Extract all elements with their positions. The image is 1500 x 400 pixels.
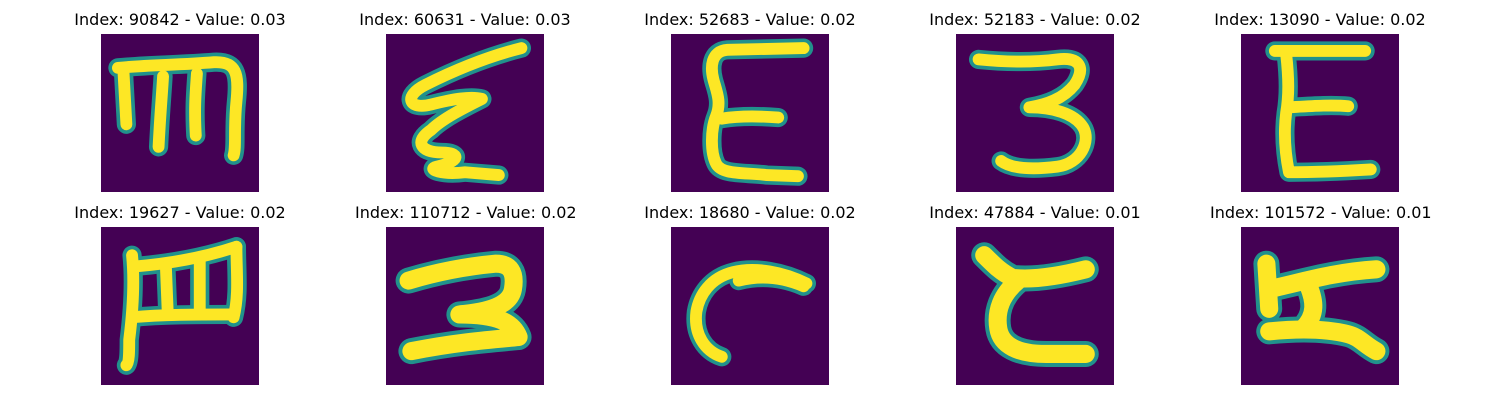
- glyph-image: [101, 34, 259, 192]
- glyph-image: [386, 34, 544, 192]
- glyph-strokes: [975, 246, 1095, 363]
- panel-title: Index: 18680 - Value: 0.02: [644, 203, 856, 222]
- glyph-image: [956, 227, 1114, 385]
- glyph-strokes: [1268, 45, 1377, 179]
- image-panel: Index: 52683 - Value: 0.02: [640, 10, 860, 200]
- image-panel: Index: 110712 - Value: 0.02: [355, 203, 577, 393]
- panel-title: Index: 19627 - Value: 0.02: [74, 203, 286, 222]
- image-panel: Index: 18680 - Value: 0.02: [640, 203, 860, 393]
- panel-title: Index: 47884 - Value: 0.01: [929, 203, 1141, 222]
- image-panel: Index: 101572 - Value: 0.01: [1210, 203, 1432, 393]
- glyph-image: [956, 34, 1114, 192]
- glyph-strokes: [1257, 254, 1386, 361]
- glyph-strokes: [120, 240, 244, 372]
- panel-title: Index: 60631 - Value: 0.03: [359, 10, 571, 29]
- panel-title: Index: 90842 - Value: 0.03: [74, 10, 286, 29]
- glyph-image: [671, 34, 829, 192]
- image-panel: Index: 13090 - Value: 0.02: [1210, 10, 1430, 200]
- glyph-image: [1241, 34, 1399, 192]
- image-panel: Index: 19627 - Value: 0.02: [70, 203, 290, 393]
- image-panel: Index: 60631 - Value: 0.03: [355, 10, 575, 200]
- glyph-image: [1241, 227, 1399, 385]
- glyph-image: [101, 227, 259, 385]
- glyph-strokes: [405, 42, 528, 181]
- panel-title: Index: 110712 - Value: 0.02: [355, 203, 577, 222]
- glyph-strokes: [705, 42, 810, 183]
- panel-title: Index: 52683 - Value: 0.02: [644, 10, 856, 29]
- glyph-strokes: [399, 254, 528, 361]
- glyph-strokes: [690, 264, 813, 363]
- glyph-image: [386, 227, 544, 385]
- panel-title: Index: 13090 - Value: 0.02: [1214, 10, 1426, 29]
- glyph-strokes: [112, 56, 244, 162]
- glyph-image: [671, 227, 829, 385]
- glyph-strokes: [972, 53, 1092, 175]
- image-panel: Index: 90842 - Value: 0.03: [70, 10, 290, 200]
- image-panel: Index: 47884 - Value: 0.01: [925, 203, 1145, 393]
- image-panel: Index: 52183 - Value: 0.02: [925, 10, 1145, 200]
- panel-title: Index: 52183 - Value: 0.02: [929, 10, 1141, 29]
- panel-title: Index: 101572 - Value: 0.01: [1210, 203, 1432, 222]
